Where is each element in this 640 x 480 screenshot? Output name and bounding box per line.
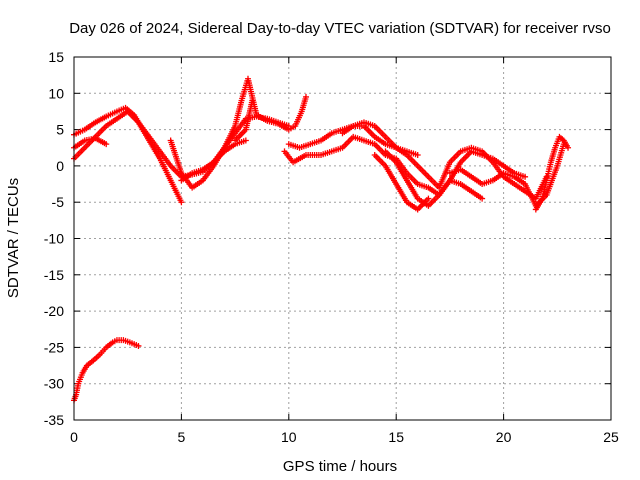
grid-lines — [74, 57, 611, 420]
x-tick-label: 0 — [70, 429, 78, 445]
data-point — [414, 152, 421, 159]
y-axis-label: SDTVAR / TECUs — [5, 178, 22, 298]
x-axis-label: GPS time / hours — [283, 458, 397, 475]
x-tick-label: 15 — [388, 429, 404, 445]
y-tick-label: -20 — [44, 303, 64, 319]
axis-ticks: 0 5 10 15 20 25 15 10 5 0 -5 -10 -15 -20 -25 -30 -35 — [44, 49, 619, 445]
data-point — [285, 122, 292, 129]
y-tick-label: 10 — [48, 85, 64, 101]
data-points — [71, 75, 572, 404]
x-tick-label: 5 — [178, 429, 186, 445]
data-point — [249, 97, 256, 104]
y-tick-label: 5 — [56, 122, 64, 138]
x-tick-label: 25 — [603, 429, 619, 445]
data-point — [565, 144, 572, 151]
x-tick-label: 20 — [496, 429, 512, 445]
y-tick-label: -15 — [44, 267, 64, 283]
y-tick-label: -10 — [44, 231, 64, 247]
data-point — [522, 173, 529, 180]
data-point — [135, 342, 142, 349]
data-point — [425, 195, 432, 202]
y-tick-label: -25 — [44, 339, 64, 355]
data-point — [302, 93, 309, 100]
data-point — [479, 195, 486, 202]
y-tick-label: 0 — [56, 158, 64, 174]
data-point — [178, 199, 185, 206]
y-tick-label: -35 — [44, 412, 64, 428]
y-tick-label: -5 — [52, 194, 65, 210]
data-point — [242, 137, 249, 144]
x-tick-label: 10 — [281, 429, 297, 445]
data-point — [103, 141, 110, 148]
y-tick-label: 15 — [48, 49, 64, 65]
chart-title: Day 026 of 2024, Sidereal Day-to-day VTE… — [69, 20, 611, 37]
plot-frame — [73, 56, 612, 421]
y-tick-label: -30 — [44, 376, 64, 392]
